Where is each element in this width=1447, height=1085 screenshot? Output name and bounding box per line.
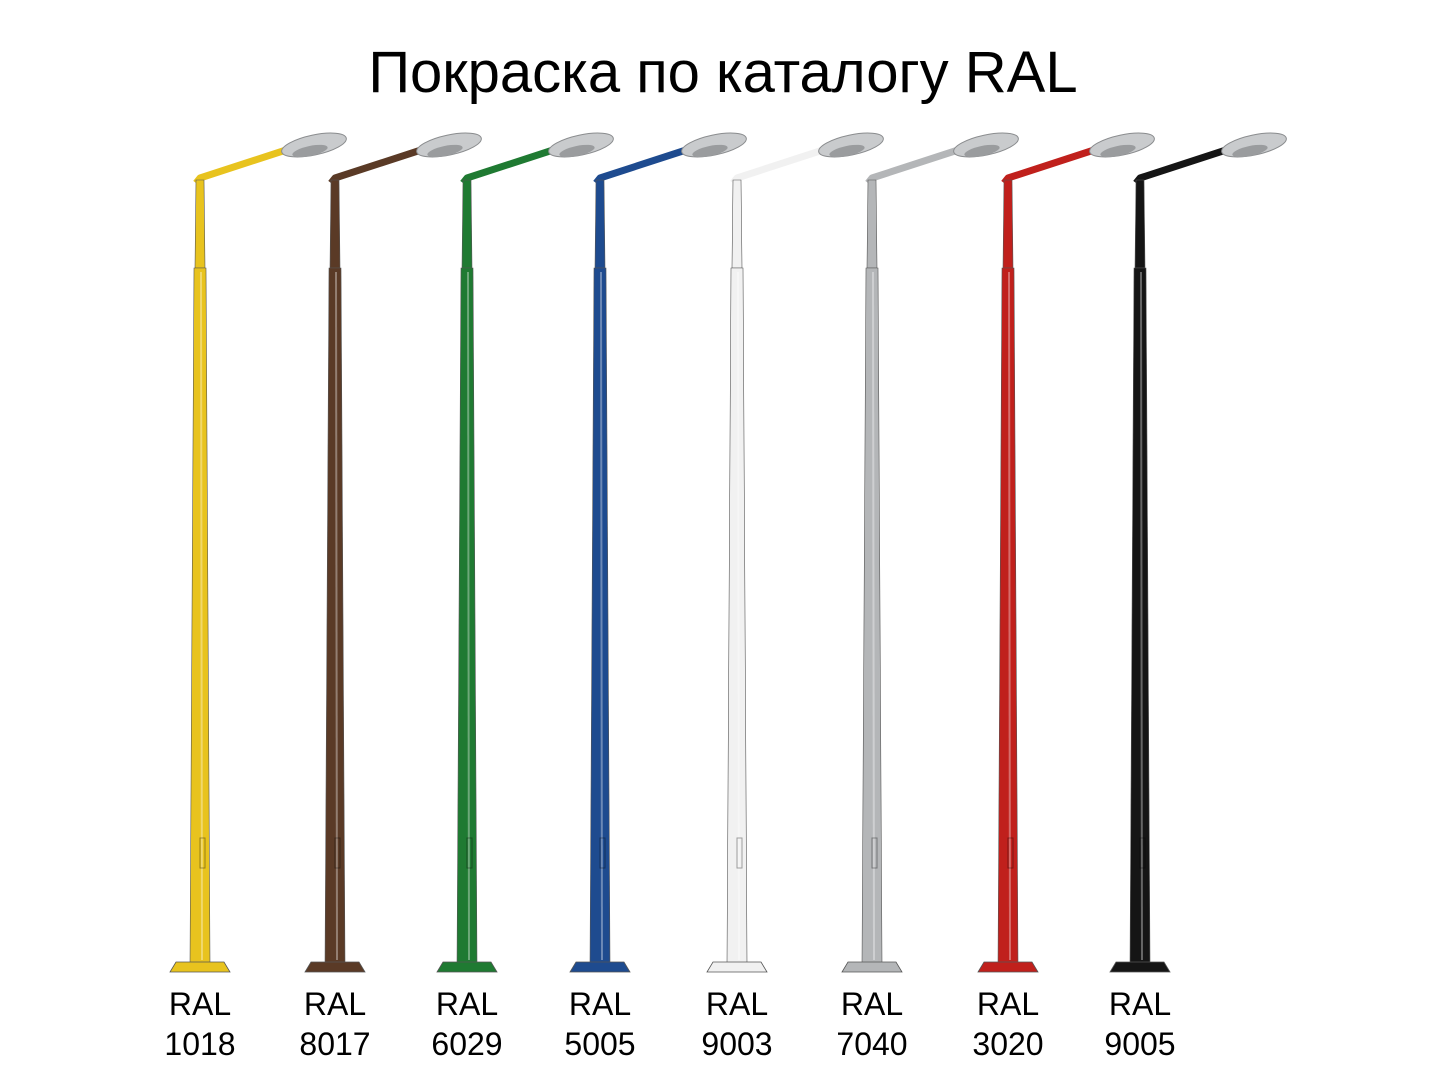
pole-highlight	[737, 271, 740, 961]
pole-hatch	[334, 837, 341, 869]
pole-highlight	[467, 271, 470, 961]
pole-highlight	[335, 271, 338, 961]
pole-arm	[730, 146, 825, 186]
lamp-head	[681, 132, 747, 158]
pole-top	[461, 179, 473, 269]
pole-arm	[865, 146, 960, 186]
pole-highlight	[872, 271, 875, 961]
item-label: 9005	[1104, 1026, 1175, 1062]
pole-top	[1002, 179, 1014, 269]
pole-hatch	[736, 837, 743, 869]
pole-top	[194, 179, 206, 269]
item-label: 8017	[299, 1026, 370, 1062]
pole-hatch	[1139, 837, 1146, 869]
lamp-pole	[1109, 132, 1287, 973]
lamp-lens	[964, 144, 1000, 158]
item-label: 9003	[701, 1026, 772, 1062]
lamp-pole	[169, 132, 347, 973]
pole-hatch	[599, 837, 606, 869]
pole-arm	[460, 146, 555, 186]
pole-arm	[1133, 146, 1228, 186]
pole-base	[436, 961, 498, 973]
item-label: 5005	[564, 1026, 635, 1062]
lamp-lens	[1100, 144, 1136, 158]
title: Покраска по каталогу RAL	[368, 40, 1077, 105]
pole-arm	[193, 146, 288, 186]
pole-hatch	[871, 837, 878, 869]
item-label: RAL	[1109, 986, 1171, 1022]
lamp-lens	[559, 144, 595, 158]
pole-highlight	[1008, 271, 1011, 961]
pole-base	[304, 961, 366, 973]
pole-base	[706, 961, 768, 973]
pole-arm	[328, 146, 423, 186]
pole-base	[841, 961, 903, 973]
item-label: RAL	[977, 986, 1039, 1022]
pole-highlight	[1140, 271, 1143, 961]
lamp-pole	[841, 132, 1019, 973]
lamp-head	[818, 132, 884, 158]
item-label: RAL	[169, 986, 231, 1022]
pole-arm	[1001, 146, 1096, 186]
pole-top	[329, 179, 341, 269]
pole-highlight	[600, 271, 603, 961]
pole-top	[731, 179, 743, 269]
lamp-pole	[977, 132, 1155, 973]
item-label: RAL	[569, 986, 631, 1022]
item-label: RAL	[706, 986, 768, 1022]
lamp-lens	[292, 144, 328, 158]
lamp-head	[416, 132, 482, 158]
pole-highlight	[200, 271, 203, 961]
lamp-head	[548, 132, 614, 158]
item-label: RAL	[841, 986, 903, 1022]
lamp-head	[953, 132, 1019, 158]
item-label: 1018	[164, 1026, 235, 1062]
lamp-pole	[569, 132, 747, 973]
pole-top	[866, 179, 878, 269]
lamp-head	[1089, 132, 1155, 158]
pole-hatch	[199, 837, 206, 869]
pole-top	[594, 179, 606, 269]
pole-base	[569, 961, 631, 973]
pole-base	[1109, 961, 1171, 973]
lamp-pole	[706, 132, 884, 973]
lamp-head	[281, 132, 347, 158]
lamp-pole	[436, 132, 614, 973]
item-label: 6029	[431, 1026, 502, 1062]
pole-base	[977, 961, 1039, 973]
pole-top	[1134, 179, 1146, 269]
pole-base	[169, 961, 231, 973]
lamp-pole	[304, 132, 482, 973]
lamp-lens	[692, 144, 728, 158]
lamp-lens	[427, 144, 463, 158]
item-label: 3020	[972, 1026, 1043, 1062]
lamp-head	[1221, 132, 1287, 158]
lamp-lens	[1232, 144, 1268, 158]
pole-hatch	[1007, 837, 1014, 869]
item-label: RAL	[304, 986, 366, 1022]
item-label: 7040	[836, 1026, 907, 1062]
item-label: RAL	[436, 986, 498, 1022]
lamp-lens	[829, 144, 865, 158]
pole-hatch	[466, 837, 473, 869]
pole-arm	[593, 146, 688, 186]
